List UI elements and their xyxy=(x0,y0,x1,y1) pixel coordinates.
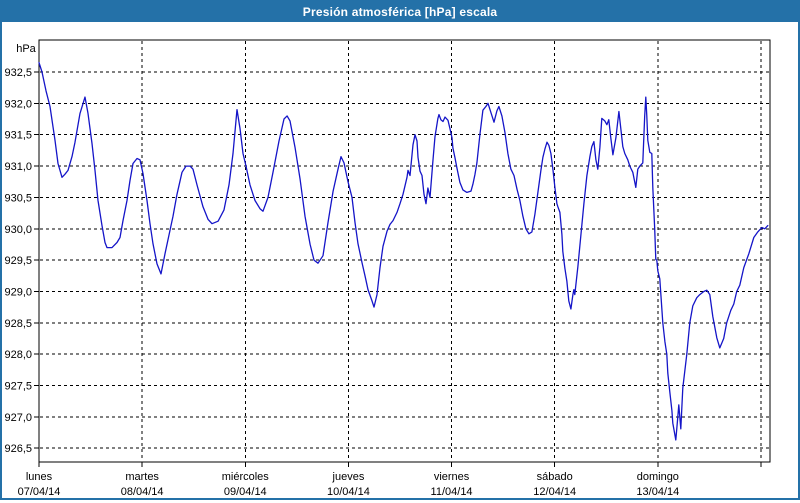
y-axis-tick-label: 929,0 xyxy=(4,286,32,298)
y-axis-tick-label: 926,5 xyxy=(4,443,32,455)
y-axis-tick-label: 927,0 xyxy=(4,412,32,424)
day-label: lunes xyxy=(26,471,53,483)
date-label: 12/04/14 xyxy=(533,486,576,498)
day-label: sábado xyxy=(537,471,573,483)
pressure-line xyxy=(38,61,769,441)
y-axis-tick-label: 931,0 xyxy=(4,161,32,173)
y-axis-tick-label: 930,0 xyxy=(4,224,32,236)
date-label: 13/04/14 xyxy=(636,486,679,498)
y-axis-tick-label: 929,5 xyxy=(4,255,32,267)
chart-svg: 932,5 932,0 931,5 931,0 930,5 930,0 929,5 929,0… xyxy=(4,39,771,498)
y-axis-tick-label: 932,0 xyxy=(4,98,32,110)
y-axis-tick-label: 928,0 xyxy=(4,349,32,361)
day-label: martes xyxy=(125,471,159,483)
y-axis-tick-label: 930,5 xyxy=(4,192,32,204)
chart-area: 932,5 932,0 931,5 931,0 930,5 930,0 929,5 929,0… xyxy=(2,22,798,498)
date-label: 07/04/14 xyxy=(18,486,61,498)
y-axis-unit-label: hPa xyxy=(16,43,36,55)
y-axis-tick-label: 927,5 xyxy=(4,381,32,393)
day-label: viernes xyxy=(434,471,470,483)
date-label: 11/04/14 xyxy=(431,486,473,498)
date-label: 08/04/14 xyxy=(121,486,164,498)
day-label: domingo xyxy=(637,471,679,483)
y-axis-tick-label: 932,5 xyxy=(4,67,32,79)
y-axis-tick-label: 928,5 xyxy=(4,318,32,330)
chart-title: Presión atmosférica [hPa] escala xyxy=(2,2,798,22)
day-label: jueves xyxy=(332,471,365,483)
day-label: miércoles xyxy=(222,471,270,483)
y-axis-tick-label: 931,5 xyxy=(4,130,32,142)
plot-frame xyxy=(38,39,771,463)
date-label: 09/04/14 xyxy=(224,486,267,498)
date-label: 10/04/14 xyxy=(327,486,370,498)
